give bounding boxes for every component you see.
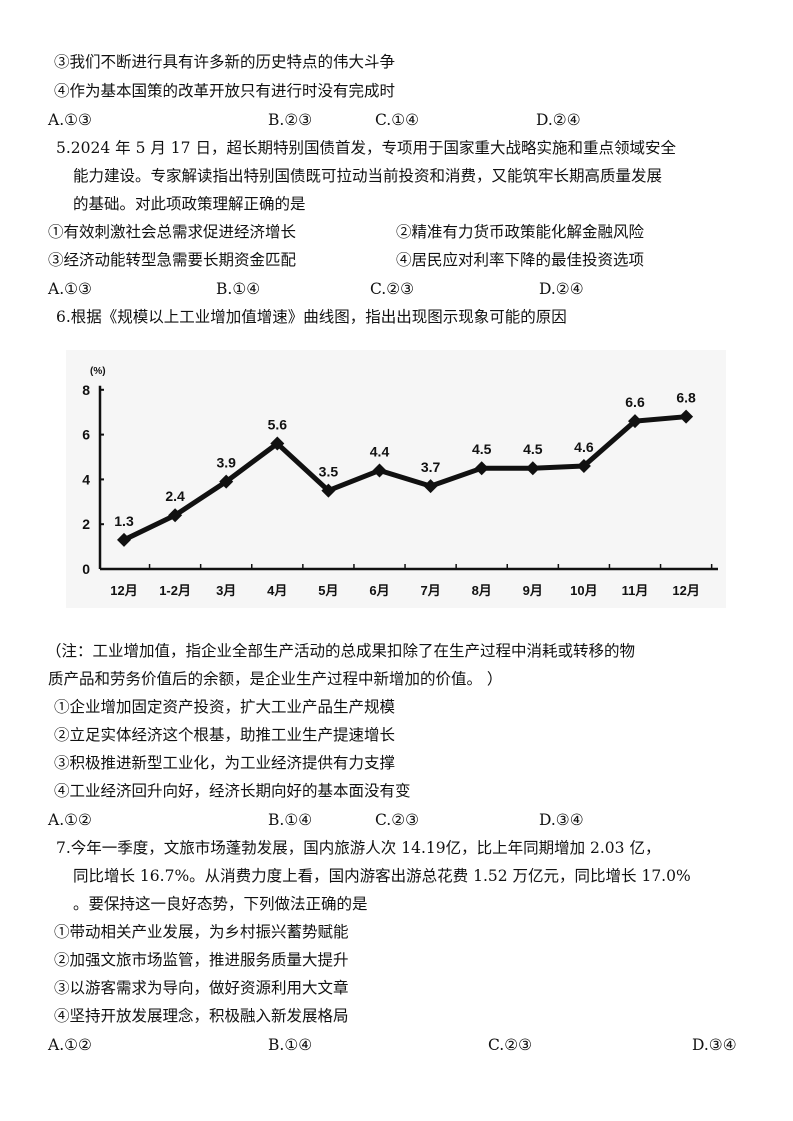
y-tick-label: 2 [82, 516, 90, 532]
answer-option: A.①③ [48, 280, 92, 298]
data-label: 3.5 [319, 464, 339, 480]
text-line: 6.根据《规模以上工业增加值增速》曲线图，指出出现图示现象可能的原因 [56, 308, 567, 326]
answer-option: C.②③ [488, 1036, 533, 1054]
data-label: 4.5 [523, 441, 543, 457]
data-label: 1.3 [114, 513, 134, 529]
x-tick-label: 11月 [622, 583, 649, 598]
data-label: 4.5 [472, 441, 492, 457]
data-point-marker [168, 508, 183, 523]
y-tick-label: 8 [82, 382, 90, 398]
answer-option: A.①③ [48, 111, 92, 129]
data-label: 3.9 [216, 455, 236, 471]
data-point-marker [321, 483, 336, 498]
text-line: ④居民应对利率下降的最佳投资选项 [396, 251, 645, 269]
data-point-marker [270, 436, 285, 451]
y-tick-label: 0 [82, 561, 90, 577]
answer-option: D.③④ [539, 811, 584, 829]
answer-option: A.①② [48, 1036, 92, 1054]
industrial-growth-line-chart: (%) 0 2 4 6 8 12月 1-2月 3月 4月 5月 6月 7月 8月 9月 10月 11月 12月 1.… [66, 350, 726, 608]
text-line: ①企业增加固定资产投资，扩大工业产品生产规模 [54, 698, 396, 716]
data-label: 6.6 [625, 394, 645, 410]
text-line: 能力建设。专家解读指出特别国债既可拉动当前投资和消费，又能筑牢长期高质量发展 [73, 167, 663, 185]
text-line: ③我们不断进行具有许多新的历史特点的伟大斗争 [54, 53, 396, 71]
answer-option: D.③④ [692, 1036, 737, 1054]
x-tick-label: 1-2月 [159, 583, 191, 598]
text-line: 同比增长 16.7%。从消费力度上看，国内游客出游总花费 1.52 万亿元，同比… [73, 867, 691, 885]
answer-option: B.①④ [268, 1036, 313, 1054]
data-label: 5.6 [268, 417, 288, 433]
data-point-marker [628, 414, 642, 429]
data-label: 4.6 [574, 439, 594, 455]
data-point-marker [423, 479, 438, 494]
x-tick-label: 6月 [369, 583, 389, 598]
data-label: 4.4 [370, 443, 390, 459]
answer-option: B.①④ [268, 811, 313, 829]
text-line: ①有效刺激社会总需求促进经济增长 [48, 223, 297, 241]
text-line: ④坚持开放发展理念，积极融入新发展格局 [54, 1007, 349, 1025]
data-point-marker [525, 461, 540, 476]
data-point-marker [679, 409, 694, 424]
answer-option: B.①④ [216, 280, 261, 298]
text-line: （注：工业增加值，指企业全部生产活动的总成果扣除了在生产过程中消耗或转移的物 [46, 642, 636, 660]
text-line: 质产品和劳务价值后的余额，是企业生产过程中新增加的价值。 ） [48, 670, 503, 688]
text-line: ②精准有力货币政策能化解金融风险 [396, 223, 645, 241]
data-point-marker [576, 458, 591, 473]
text-line: ④工业经济回升向好，经济长期向好的基本面没有变 [54, 782, 411, 800]
answer-option: D.②④ [536, 111, 581, 129]
data-point-marker [372, 463, 387, 478]
x-tick-label: 3月 [216, 583, 236, 598]
data-point-marker [219, 474, 234, 489]
y-tick-label: 6 [82, 427, 90, 443]
data-label: 2.4 [165, 488, 185, 504]
x-tick-label: 9月 [523, 583, 543, 598]
text-line: ④作为基本国策的改革开放只有进行时没有完成时 [54, 82, 396, 100]
text-line: 5.2024 年 5 月 17 日，超长期特别国债首发，专项用于国家重大战略实施… [56, 139, 676, 157]
text-line: 7.今年一季度，文旅市场蓬勃发展，国内旅游人次 14.19亿，比上年同期增加 2… [56, 839, 661, 857]
text-line: 。要保持这一良好态势，下列做法正确的是 [73, 895, 368, 913]
x-tick-label: 4月 [267, 583, 287, 598]
series-line [122, 414, 687, 543]
data-label: 3.7 [421, 459, 441, 475]
answer-option: A.①② [48, 811, 92, 829]
text-line: ②加强文旅市场监管，推进服务质量大提升 [54, 951, 349, 969]
text-line: ③经济动能转型急需要长期资金匹配 [48, 251, 297, 269]
data-point-marker [117, 532, 131, 547]
text-line: ①带动相关产业发展，为乡村振兴蓄势赋能 [54, 923, 349, 941]
data-point-marker [474, 461, 489, 476]
answer-option: C.①④ [375, 111, 420, 129]
x-tick-label: 5月 [318, 583, 338, 598]
y-axis-unit: (%) [90, 366, 106, 377]
x-tick-label: 7月 [420, 583, 440, 598]
x-tick-label: 12月 [110, 583, 137, 598]
x-tick-label: 10月 [570, 583, 597, 598]
text-line: ③以游客需求为导向，做好资源利用大文章 [54, 979, 349, 997]
answer-option: B.②③ [268, 111, 313, 129]
text-line: 的基础。对此项政策理解正确的是 [73, 195, 306, 213]
answer-option: C.②③ [375, 811, 420, 829]
y-tick-label: 4 [82, 471, 90, 487]
text-line: ②立足实体经济这个根基，助推工业生产提速增长 [54, 726, 396, 744]
x-tick-label: 12月 [672, 583, 699, 598]
answer-option: C.②③ [370, 280, 415, 298]
data-label: 6.8 [676, 390, 696, 406]
answer-option: D.②④ [539, 280, 584, 298]
text-line: ③积极推进新型工业化，为工业经济提供有力支撑 [54, 754, 396, 772]
x-tick-label: 8月 [472, 583, 492, 598]
